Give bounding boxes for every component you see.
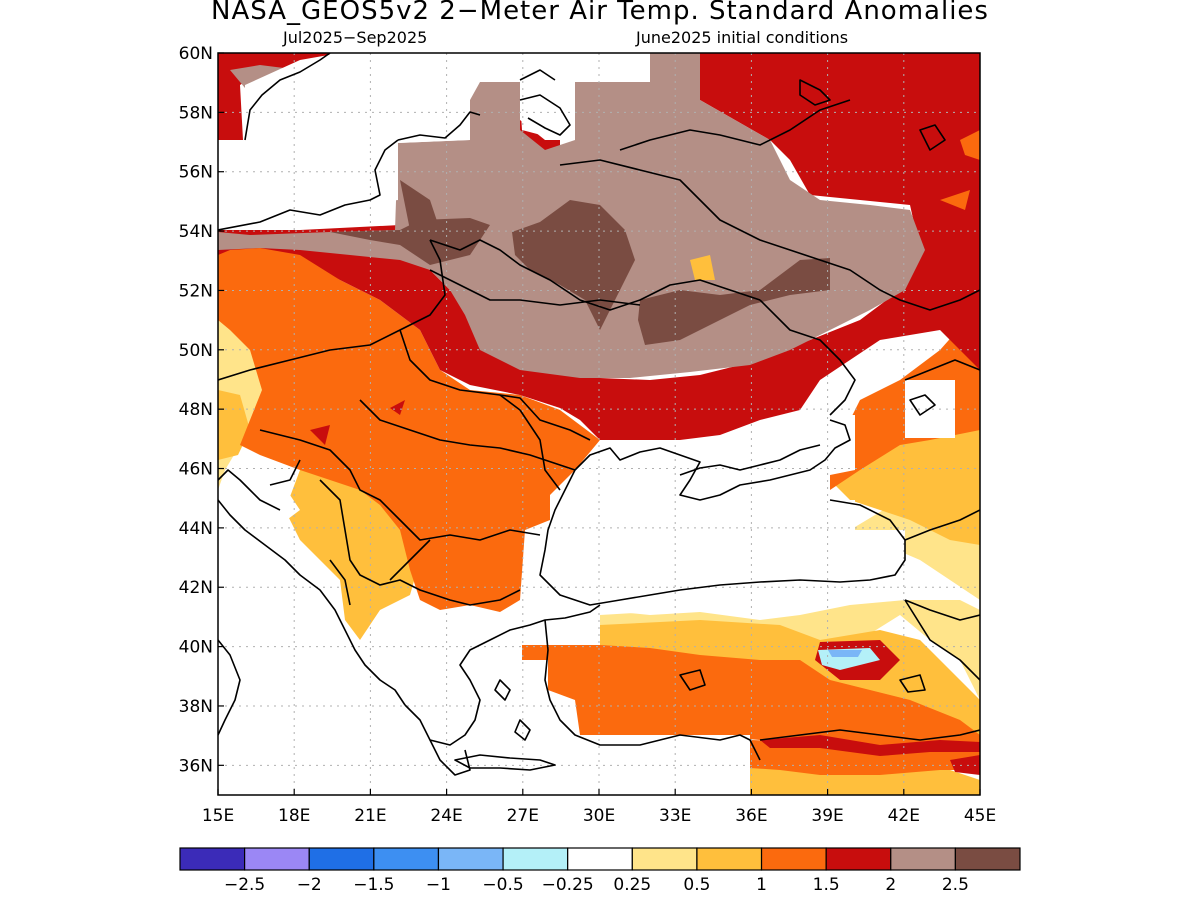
- colorbar-label: −0.5: [482, 875, 523, 895]
- colorbar: −2.5 −2 −1.5 −1 −0.5 −0.25 0.25 0.5 1 1.5 2 2.5: [179, 847, 1021, 895]
- region-dark-brown: [330, 180, 830, 345]
- region-aegean-mask: [218, 618, 750, 795]
- coastlines-and-borders: [218, 53, 980, 776]
- lat-tick-label: 60N: [179, 44, 213, 64]
- lat-tick-label: 50N: [179, 341, 213, 361]
- lon-tick-label: 24E: [430, 806, 462, 826]
- region-blue: [828, 650, 862, 657]
- colorbar-swatch: [502, 847, 569, 871]
- colorbar-swatch: [308, 847, 375, 871]
- region-orange-spot-nw: [940, 130, 980, 210]
- lat-tick-label: 48N: [179, 400, 213, 420]
- lat-tick-label: 46N: [179, 460, 213, 480]
- colorbar-swatch: [760, 847, 827, 871]
- lon-tick-label: 39E: [811, 806, 843, 826]
- page-title: NASA_GEOS5v2 2−Meter Air Temp. Standard …: [211, 0, 989, 26]
- colorbar-swatch: [954, 847, 1021, 871]
- colorbar-label: −1: [426, 875, 451, 895]
- lat-tick-label: 36N: [179, 756, 213, 776]
- lon-tick-label: 27E: [507, 806, 539, 826]
- subtitle-initial-conditions: June2025 initial conditions: [636, 28, 849, 47]
- lat-tick-label: 38N: [179, 697, 213, 717]
- colorbar-label: −2: [297, 875, 322, 895]
- lon-tick-label: 21E: [354, 806, 386, 826]
- lon-tick-label: 42E: [888, 806, 920, 826]
- colorbar-swatch: [890, 847, 956, 871]
- subtitle-period: Jul2025−Sep2025: [283, 28, 428, 47]
- lat-tick-label: 40N: [179, 638, 213, 658]
- colorbar-swatch: [373, 847, 440, 871]
- colorbar-swatch: [179, 847, 246, 871]
- lon-tick-label: 15E: [202, 806, 234, 826]
- colorbar-label: 2: [885, 875, 896, 895]
- region-baltic-mask: [218, 53, 955, 438]
- lat-tick-label: 58N: [179, 103, 213, 123]
- lat-tick-label: 56N: [179, 163, 213, 183]
- lon-tick-label: 36E: [735, 806, 767, 826]
- region-dark-orange-spot: [690, 255, 715, 280]
- colorbar-label: −1.5: [353, 875, 394, 895]
- region-adriatic-mask: [218, 480, 340, 640]
- colorbar-label: −0.25: [542, 875, 594, 895]
- colorbar-swatch: [437, 847, 504, 871]
- lon-tick-label: 30E: [583, 806, 615, 826]
- lon-tick-label: 18E: [278, 806, 310, 826]
- region-black-sea-mask: [525, 415, 905, 615]
- lat-tick-label: 52N: [179, 281, 213, 301]
- region-orange: [218, 240, 980, 775]
- gridlines: [218, 53, 980, 795]
- shaded-field: [218, 53, 980, 795]
- colorbar-swatch: [567, 847, 633, 871]
- colorbar-swatch: [696, 847, 763, 871]
- colorbar-label: 1: [756, 875, 767, 895]
- colorbar-label: 0.5: [683, 875, 710, 895]
- colorbar-label: 1.5: [813, 875, 840, 895]
- colorbar-label: 2.5: [942, 875, 969, 895]
- lon-tick-label: 45E: [964, 806, 996, 826]
- colorbar-swatch: [631, 847, 698, 871]
- colorbar-label: −2.5: [224, 875, 265, 895]
- lat-tick-label: 54N: [179, 222, 213, 242]
- colorbar-swatch: [244, 847, 310, 871]
- lat-tick-label: 44N: [179, 519, 213, 539]
- axes: 15E 18E 21E 24E 27E 30E 33E 36E 39E 42E 45E 60N 58N 5…: [179, 44, 997, 826]
- colorbar-swatch: [825, 847, 892, 871]
- colorbar-label: 0.25: [613, 875, 651, 895]
- lat-tick-label: 42N: [179, 578, 213, 598]
- lon-tick-label: 33E: [659, 806, 691, 826]
